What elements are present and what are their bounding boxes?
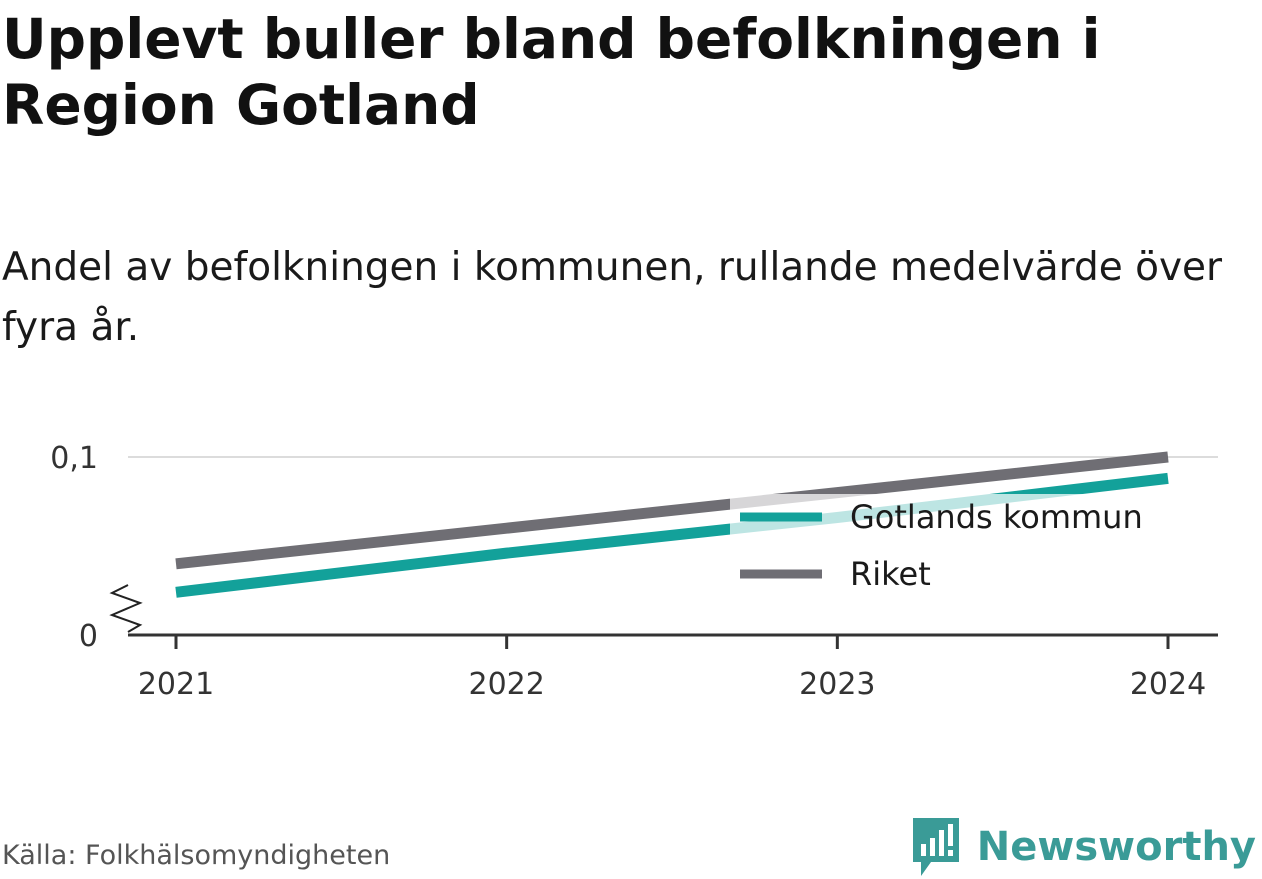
x-tick-label: 2022: [468, 667, 544, 702]
legend: Gotlands kommun Riket: [730, 494, 1185, 604]
x-tick-label: 2024: [1130, 667, 1206, 702]
legend-backdrop: [730, 494, 1185, 604]
x-tick-label: 2023: [799, 667, 875, 702]
source-note: Källa: Folkhälsomyndigheten: [2, 840, 391, 871]
chart-title: Upplevt buller bland befolkningen i Regi…: [2, 7, 1101, 137]
bar-chart-speech-bubble-icon: [912, 818, 959, 876]
series-line-1: [175, 451, 1169, 570]
axes: 0 0,1 2021 2022 2023 2024: [50, 441, 1218, 702]
y-axis-break: [109, 584, 143, 633]
x-tick-label: 2021: [138, 667, 214, 702]
legend-label: Riket: [850, 555, 931, 593]
brand-logo: Newsworthy: [911, 816, 1256, 878]
chart-subtitle: Andel av befolkningen i kommunen, rullan…: [2, 245, 1223, 350]
y-tick-label: 0,1: [50, 441, 98, 476]
brand-name: Newsworthy: [976, 824, 1256, 870]
y-tick-label: 0: [79, 619, 98, 654]
legend-label: Gotlands kommun: [850, 498, 1143, 536]
